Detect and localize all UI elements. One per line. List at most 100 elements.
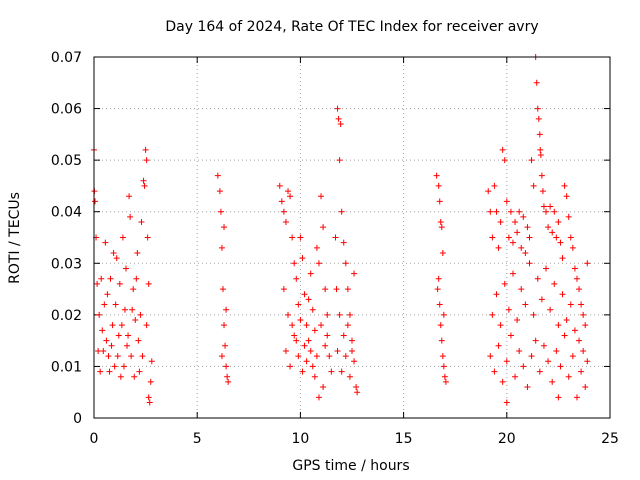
data-point: [497, 322, 504, 329]
data-point: [351, 270, 358, 277]
data-point: [291, 332, 298, 339]
data-point: [131, 373, 138, 380]
data-point: [303, 358, 310, 365]
data-point: [342, 260, 349, 267]
data-point: [287, 363, 294, 370]
data-point: [536, 368, 543, 375]
data-point: [436, 198, 443, 205]
data-point: [311, 327, 318, 334]
data-point: [92, 198, 99, 205]
data-point: [324, 332, 331, 339]
chart-title: Day 164 of 2024, Rate Of TEC Index for r…: [165, 19, 538, 35]
data-point: [114, 353, 121, 360]
data-point: [118, 322, 125, 329]
grid-lines: [94, 57, 610, 418]
y-tick-label: 0.04: [51, 205, 82, 221]
data-point: [223, 306, 230, 313]
data-point: [287, 193, 294, 200]
data-point: [110, 249, 117, 256]
axis-ticks: [93, 56, 611, 419]
data-point: [522, 301, 529, 308]
data-point: [135, 337, 142, 344]
data-point: [549, 378, 556, 385]
data-point: [438, 337, 445, 344]
plot-frame: [93, 56, 611, 419]
data-point: [100, 347, 107, 354]
data-point: [499, 378, 506, 385]
data-point: [563, 193, 570, 200]
data-point: [305, 296, 312, 303]
data-point: [543, 265, 550, 272]
data-point: [540, 203, 547, 210]
data-point: [578, 368, 585, 375]
data-point: [117, 373, 124, 380]
data-point: [569, 244, 576, 251]
data-point: [565, 213, 572, 220]
data-point: [141, 182, 148, 189]
data-point: [144, 234, 151, 241]
data-point: [282, 347, 289, 354]
data-point: [437, 219, 444, 226]
data-point: [278, 198, 285, 205]
data-point: [337, 121, 344, 128]
data-point: [299, 255, 306, 262]
data-point: [505, 306, 512, 313]
data-point: [147, 378, 154, 385]
data-point: [320, 224, 327, 231]
data-point: [507, 208, 514, 215]
data-point: [98, 275, 105, 282]
data-point: [342, 353, 349, 360]
y-tick-label: 0.02: [51, 308, 82, 324]
data-point: [349, 347, 355, 354]
data-point: [346, 373, 353, 380]
data-point: [534, 275, 541, 282]
data-point: [584, 260, 591, 267]
x-tick-label: 5: [193, 431, 202, 447]
data-point: [125, 332, 132, 339]
data-point: [124, 342, 131, 349]
data-point: [553, 234, 560, 241]
data-point: [530, 311, 537, 318]
data-point: [320, 384, 327, 391]
data-point: [218, 244, 225, 251]
y-tick-label: 0: [73, 411, 82, 427]
data-point: [338, 208, 345, 215]
data-point: [115, 332, 122, 339]
data-point: [551, 280, 558, 287]
data-point: [580, 311, 587, 318]
data-point: [95, 347, 102, 354]
data-point: [333, 286, 340, 293]
data-point: [297, 234, 304, 241]
data-point: [559, 291, 566, 298]
data-point: [537, 151, 544, 158]
data-point: [282, 219, 289, 226]
data-point: [108, 342, 115, 349]
data-point: [216, 188, 223, 195]
data-point: [311, 373, 318, 380]
data-point: [495, 244, 502, 251]
data-point: [344, 322, 351, 329]
x-axis-label: GPS time / hours: [292, 458, 409, 474]
data-point: [440, 363, 447, 370]
data-point: [485, 188, 492, 195]
data-point: [528, 157, 535, 164]
data-point: [487, 208, 494, 215]
data-point: [438, 224, 445, 231]
data-point: [303, 322, 310, 329]
data-point: [313, 353, 320, 360]
data-point: [297, 317, 304, 324]
data-point: [130, 286, 137, 293]
data-point: [322, 286, 329, 293]
data-point: [493, 291, 500, 298]
data-point: [220, 286, 226, 293]
data-point: [307, 270, 314, 277]
data-point: [501, 280, 508, 287]
data-point: [571, 265, 578, 272]
data-point: [503, 358, 510, 365]
data-point: [547, 203, 554, 210]
data-point: [138, 219, 145, 226]
data-point: [559, 255, 566, 262]
data-point: [99, 327, 106, 334]
data-point: [565, 373, 572, 380]
